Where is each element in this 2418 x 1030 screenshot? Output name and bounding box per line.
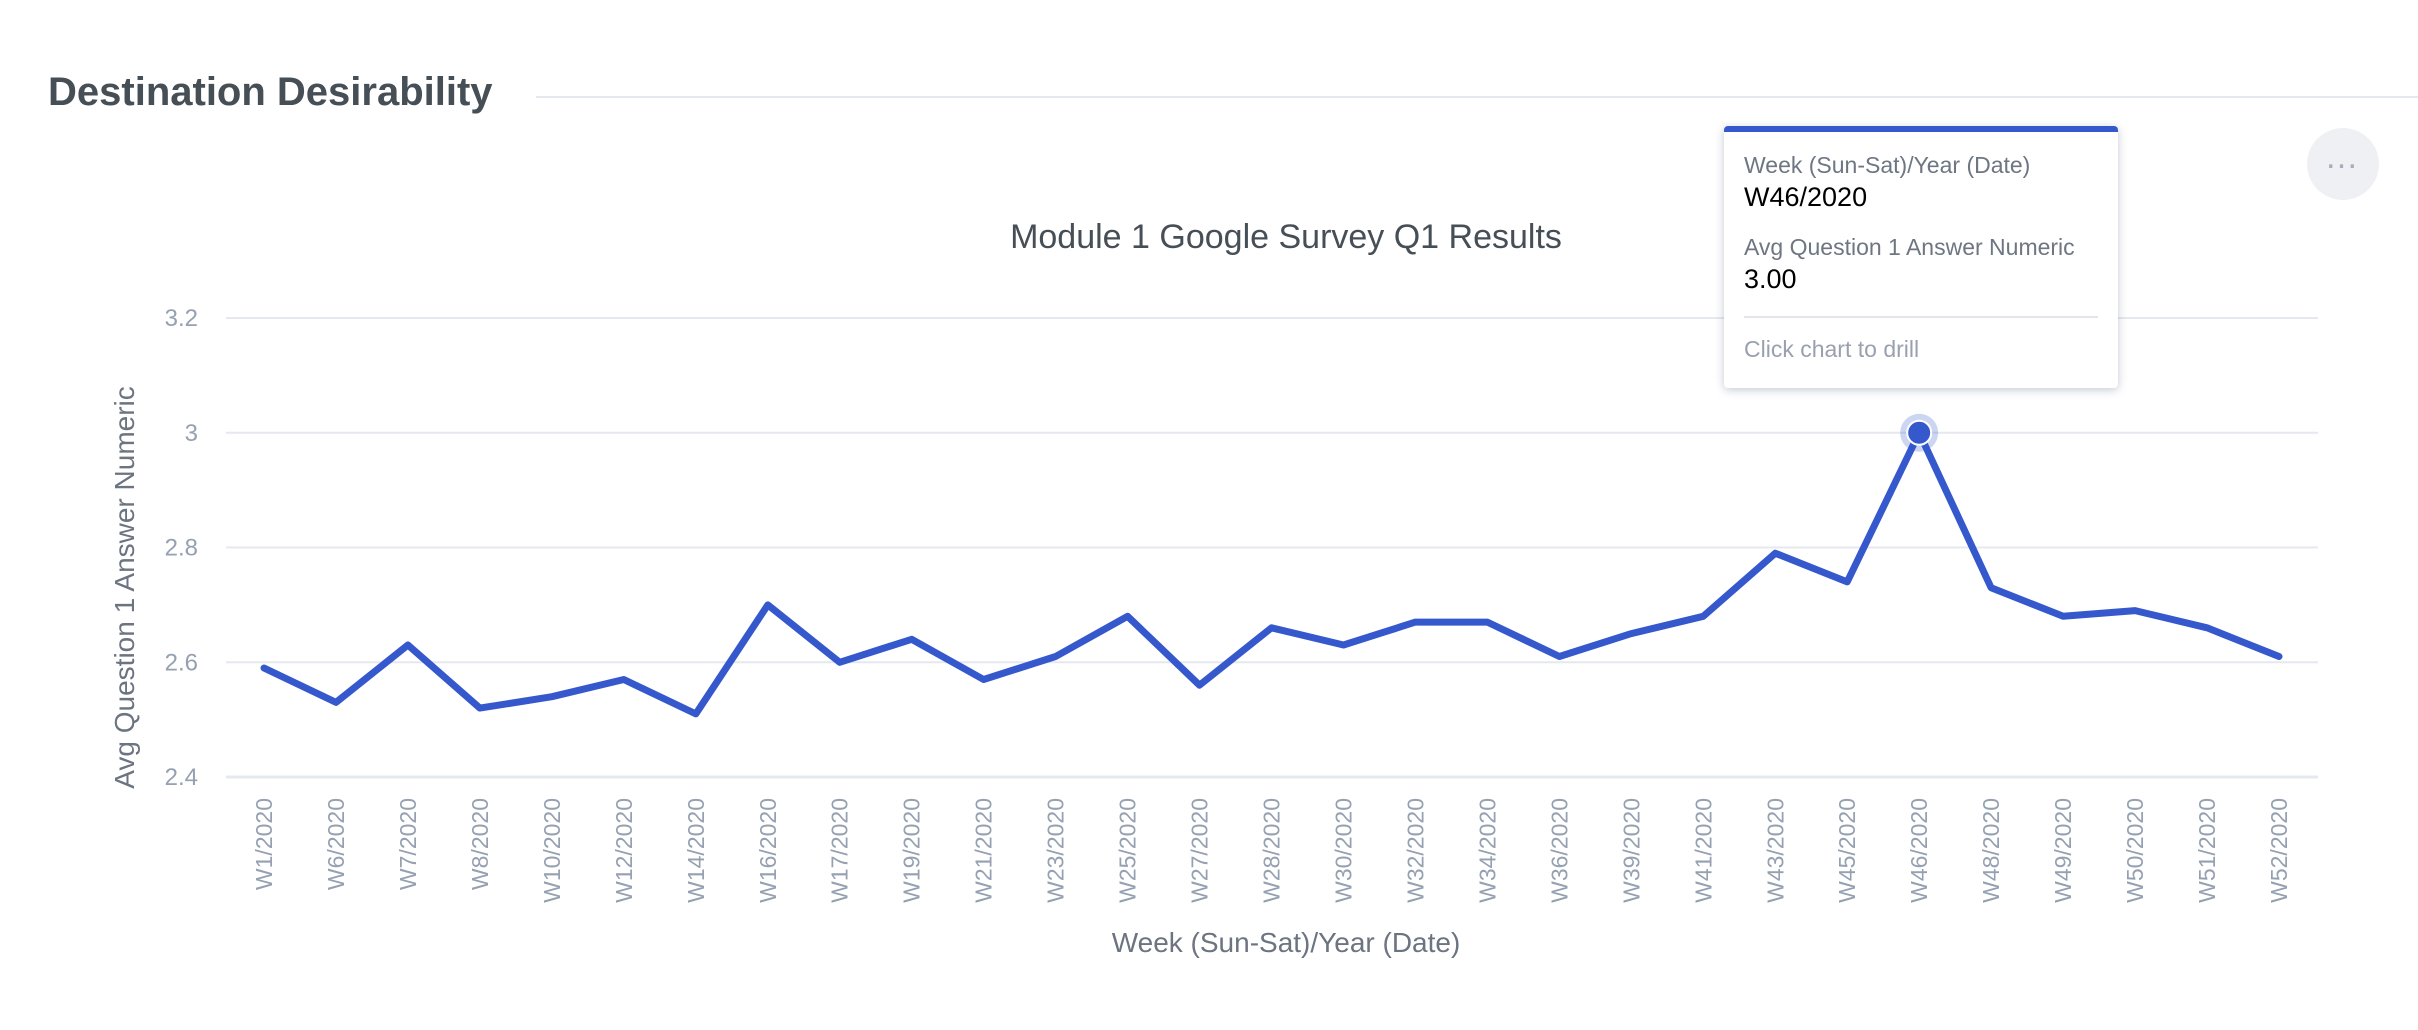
data-point[interactable] bbox=[1621, 624, 1641, 644]
y-tick-label: 2.6 bbox=[165, 649, 198, 676]
data-point[interactable] bbox=[2197, 618, 2217, 638]
data-point[interactable] bbox=[1262, 618, 1282, 638]
x-tick-label: W12/2020 bbox=[611, 798, 637, 903]
header-divider bbox=[536, 96, 2418, 98]
x-tick-label: W25/2020 bbox=[1115, 798, 1141, 903]
x-tick-label: W39/2020 bbox=[1618, 798, 1644, 903]
data-point[interactable] bbox=[542, 687, 562, 707]
more-options-button[interactable]: … bbox=[2307, 128, 2379, 200]
data-point[interactable] bbox=[830, 652, 850, 672]
data-point[interactable] bbox=[1477, 612, 1497, 632]
data-point[interactable] bbox=[974, 669, 994, 689]
data-point[interactable] bbox=[254, 658, 274, 678]
x-tick-label: W48/2020 bbox=[1978, 798, 2004, 903]
x-tick-label: W34/2020 bbox=[1474, 798, 1500, 903]
data-point-highlighted[interactable] bbox=[1906, 419, 1933, 446]
x-tick-label: W45/2020 bbox=[1834, 798, 1860, 903]
x-tick-label: W23/2020 bbox=[1043, 798, 1069, 903]
x-tick-label: W10/2020 bbox=[539, 798, 565, 903]
series-line[interactable] bbox=[260, 429, 2283, 718]
x-tick-label: W8/2020 bbox=[467, 798, 493, 890]
x-tick-label: W52/2020 bbox=[2266, 798, 2292, 903]
widget-title: Destination Desirability bbox=[48, 70, 493, 114]
tooltip-y-label: Avg Question 1 Answer Numeric bbox=[1744, 234, 2075, 260]
chart-tooltip: Week (Sun-Sat)/Year (Date) W46/2020 Avg … bbox=[1724, 126, 2118, 388]
data-point[interactable] bbox=[326, 692, 346, 712]
x-tick-label: W17/2020 bbox=[827, 798, 853, 903]
data-point[interactable] bbox=[1765, 543, 1785, 563]
data-point[interactable] bbox=[1190, 675, 1210, 695]
data-point[interactable] bbox=[398, 635, 418, 655]
x-tick-label: W46/2020 bbox=[1906, 798, 1932, 903]
data-point[interactable] bbox=[2053, 606, 2073, 626]
x-tick-label: W32/2020 bbox=[1402, 798, 1428, 903]
x-tick-label: W50/2020 bbox=[2122, 798, 2148, 903]
tooltip-y-value: 3.00 bbox=[1744, 264, 1797, 294]
data-point[interactable] bbox=[1981, 578, 2001, 598]
data-point[interactable] bbox=[1333, 635, 1353, 655]
chart-title: Module 1 Google Survey Q1 Results bbox=[1010, 218, 1562, 256]
x-tick-label: W19/2020 bbox=[899, 798, 925, 903]
y-axis-label: Avg Question 1 Answer Numeric bbox=[109, 386, 140, 789]
x-tick-label: W14/2020 bbox=[683, 798, 709, 903]
data-point[interactable] bbox=[614, 669, 634, 689]
data-point[interactable] bbox=[1046, 647, 1066, 667]
x-tick-label: W21/2020 bbox=[971, 798, 997, 903]
x-tick-label: W16/2020 bbox=[755, 798, 781, 903]
data-point[interactable] bbox=[470, 698, 490, 718]
data-point[interactable] bbox=[2269, 647, 2289, 667]
y-tick-label: 2.8 bbox=[165, 535, 198, 562]
x-axis-label: Week (Sun-Sat)/Year (Date) bbox=[1112, 927, 1461, 958]
x-tick-label: W43/2020 bbox=[1762, 798, 1788, 903]
y-tick-label: 3 bbox=[185, 420, 198, 447]
data-point[interactable] bbox=[1405, 612, 1425, 632]
x-tick-label: W7/2020 bbox=[395, 798, 421, 890]
x-tick-label: W6/2020 bbox=[323, 798, 349, 890]
tooltip-hint: Click chart to drill bbox=[1744, 336, 1920, 362]
more-horizontal-icon: … bbox=[2324, 138, 2362, 176]
data-point[interactable] bbox=[1837, 572, 1857, 592]
widget-header: Destination Desirability bbox=[48, 62, 2418, 132]
tooltip-x-value: W46/2020 bbox=[1744, 182, 1868, 212]
x-tick-label: W49/2020 bbox=[2050, 798, 2076, 903]
data-point[interactable] bbox=[758, 595, 778, 615]
x-tick-label: W27/2020 bbox=[1187, 798, 1213, 903]
x-tick-label: W51/2020 bbox=[2194, 798, 2220, 903]
data-point[interactable] bbox=[2125, 601, 2145, 621]
x-tick-label: W36/2020 bbox=[1546, 798, 1572, 903]
x-tick-label: W41/2020 bbox=[1690, 798, 1716, 903]
data-point[interactable] bbox=[1118, 606, 1138, 626]
data-point[interactable] bbox=[1549, 647, 1569, 667]
data-point[interactable] bbox=[902, 629, 922, 649]
data-point[interactable] bbox=[686, 704, 706, 724]
data-point[interactable] bbox=[1693, 606, 1713, 626]
x-tick-label: W28/2020 bbox=[1259, 798, 1285, 903]
y-tick-label: 3.2 bbox=[165, 305, 198, 332]
x-tick-label: W1/2020 bbox=[251, 798, 277, 890]
y-tick-label: 2.4 bbox=[165, 764, 198, 791]
x-tick-label: W30/2020 bbox=[1330, 798, 1356, 903]
tooltip-divider bbox=[1744, 316, 2098, 318]
tooltip-x-label: Week (Sun-Sat)/Year (Date) bbox=[1744, 152, 2031, 178]
